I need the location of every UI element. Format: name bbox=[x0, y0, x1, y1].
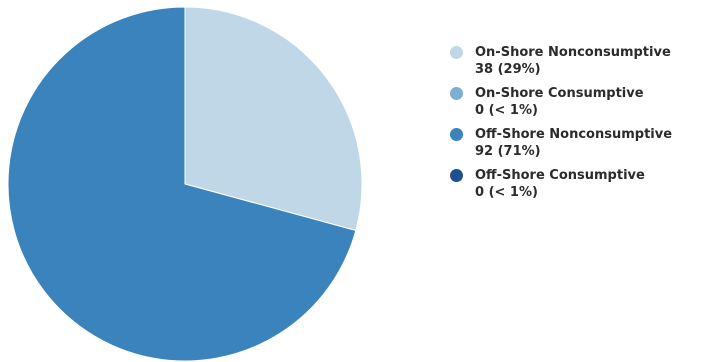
legend-value: 0 (< 1%) bbox=[475, 185, 538, 200]
legend-item[interactable]: Off-Shore Nonconsumptive 92 (71%) bbox=[450, 126, 700, 167]
legend-value: 0 (< 1%) bbox=[475, 103, 538, 118]
legend-value: 92 (71%) bbox=[475, 144, 541, 159]
legend-item[interactable]: Off-Shore Consumptive 0 (< 1%) bbox=[450, 167, 700, 208]
legend-label: Off-Shore Consumptive bbox=[475, 168, 645, 183]
legend: On-Shore Nonconsumptive 38 (29%) On-Shor… bbox=[450, 44, 700, 208]
legend-swatch bbox=[450, 128, 463, 141]
legend-item[interactable]: On-Shore Nonconsumptive 38 (29%) bbox=[450, 44, 700, 85]
pie-plot-area bbox=[7, 6, 363, 362]
legend-swatch bbox=[450, 169, 463, 182]
pie-slice[interactable] bbox=[7, 6, 357, 362]
legend-label: On-Shore Consumptive bbox=[475, 86, 644, 101]
legend-swatch bbox=[450, 46, 463, 59]
legend-label: Off-Shore Nonconsumptive bbox=[475, 127, 673, 142]
pie-slice[interactable] bbox=[184, 6, 363, 232]
legend-swatch bbox=[450, 87, 463, 100]
legend-value: 38 (29%) bbox=[475, 62, 541, 77]
legend-item[interactable]: On-Shore Consumptive 0 (< 1%) bbox=[450, 85, 700, 126]
legend-label: On-Shore Nonconsumptive bbox=[475, 45, 671, 60]
